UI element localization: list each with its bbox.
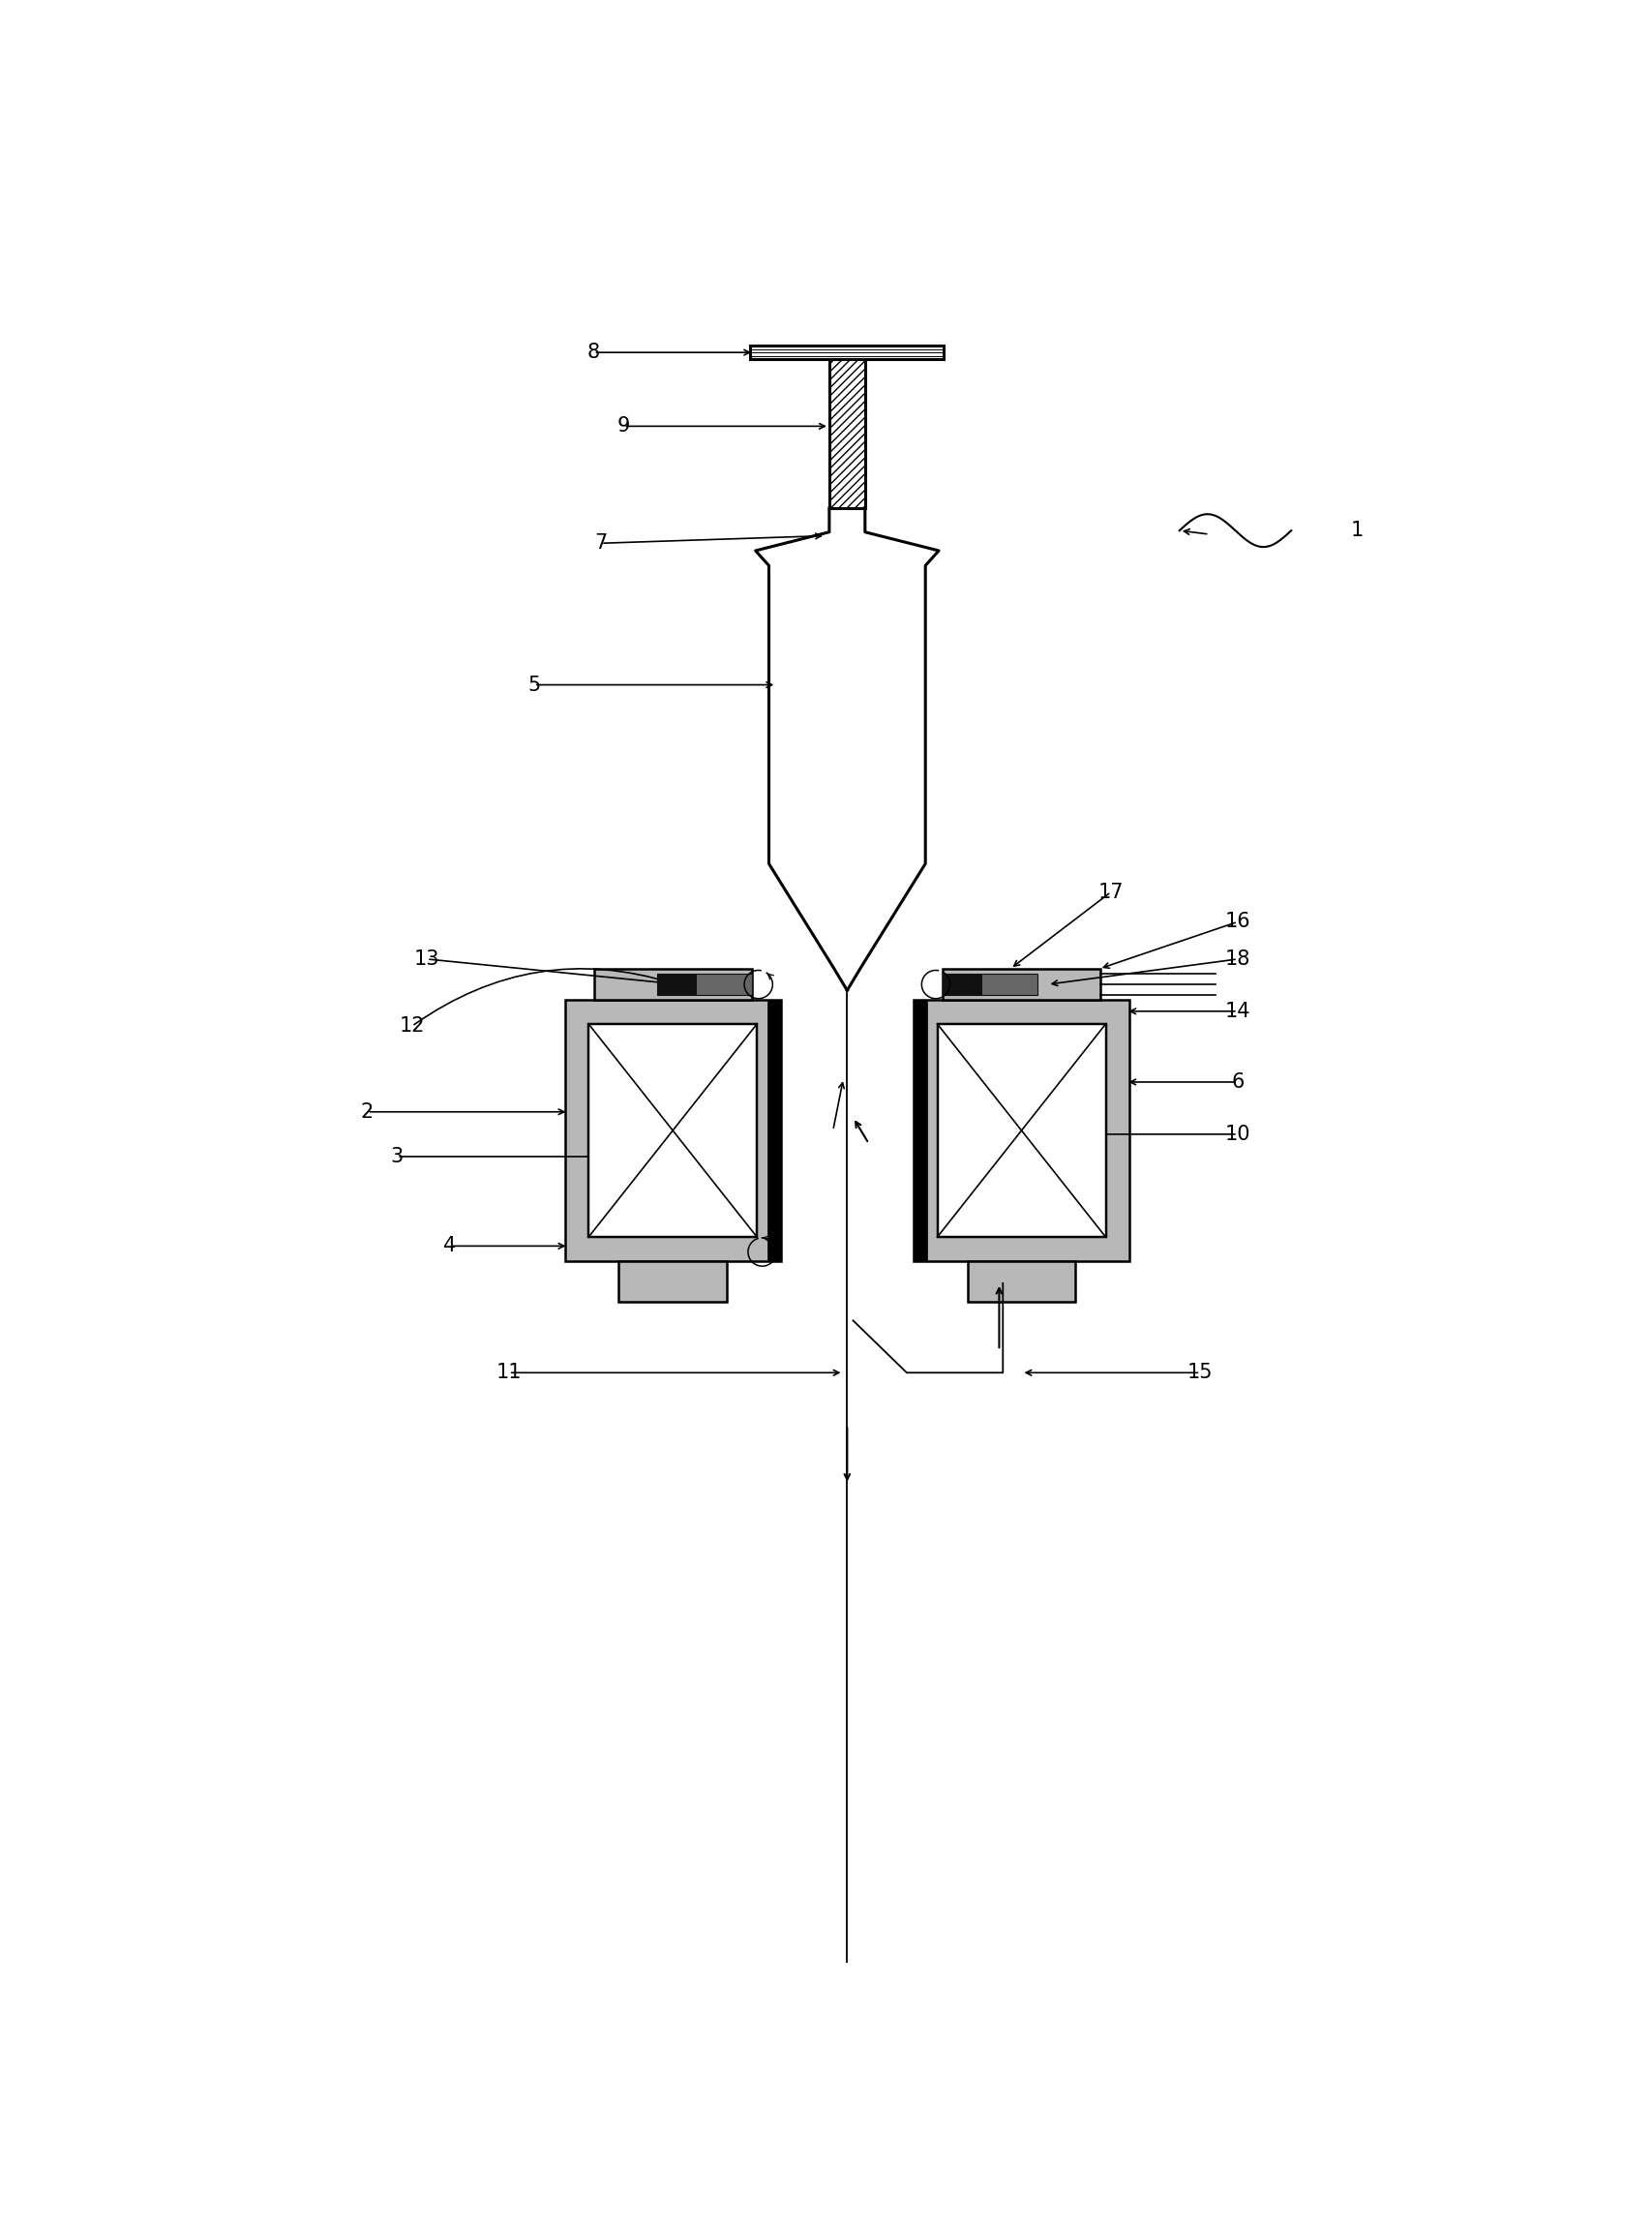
Text: 11: 11 bbox=[496, 1362, 522, 1382]
Text: 9: 9 bbox=[616, 417, 629, 437]
Bar bbox=[593, 970, 752, 1001]
Bar bbox=[981, 974, 1037, 994]
Polygon shape bbox=[755, 508, 938, 990]
Text: 12: 12 bbox=[398, 1016, 425, 1036]
Bar bbox=[697, 974, 752, 994]
Text: 7: 7 bbox=[595, 533, 608, 553]
Bar bbox=[750, 345, 943, 359]
Text: 2: 2 bbox=[360, 1101, 373, 1121]
Text: 14: 14 bbox=[1224, 1001, 1249, 1021]
Text: 1: 1 bbox=[1350, 522, 1363, 539]
Bar bbox=[656, 974, 697, 994]
Bar bbox=[588, 1023, 757, 1237]
Bar bbox=[829, 359, 864, 508]
Bar bbox=[942, 974, 1037, 994]
Text: 8: 8 bbox=[586, 343, 600, 361]
Bar bbox=[937, 1023, 1105, 1237]
Bar bbox=[588, 1023, 757, 1237]
Text: 15: 15 bbox=[1186, 1362, 1213, 1382]
Bar bbox=[942, 974, 981, 994]
Text: 16: 16 bbox=[1224, 912, 1251, 932]
Bar bbox=[966, 1262, 1075, 1302]
Text: 3: 3 bbox=[390, 1148, 403, 1166]
Text: 18: 18 bbox=[1224, 950, 1249, 970]
Bar bbox=[618, 1262, 727, 1302]
Text: 17: 17 bbox=[1097, 883, 1123, 903]
Text: 6: 6 bbox=[1231, 1072, 1244, 1092]
Text: 10: 10 bbox=[1224, 1126, 1249, 1143]
Bar bbox=[914, 1001, 927, 1262]
Bar bbox=[937, 1023, 1105, 1237]
Text: 13: 13 bbox=[413, 950, 439, 970]
Bar bbox=[767, 1001, 780, 1262]
Bar bbox=[914, 1001, 1128, 1262]
Text: 4: 4 bbox=[443, 1237, 456, 1255]
Bar bbox=[565, 1001, 780, 1262]
Text: 5: 5 bbox=[527, 675, 540, 695]
Bar bbox=[656, 974, 752, 994]
Bar bbox=[942, 970, 1100, 1001]
